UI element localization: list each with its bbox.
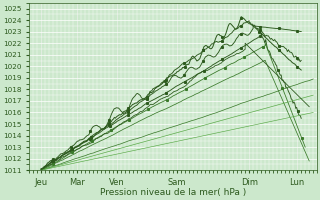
X-axis label: Pression niveau de la mer( hPa ): Pression niveau de la mer( hPa ) xyxy=(100,188,246,197)
